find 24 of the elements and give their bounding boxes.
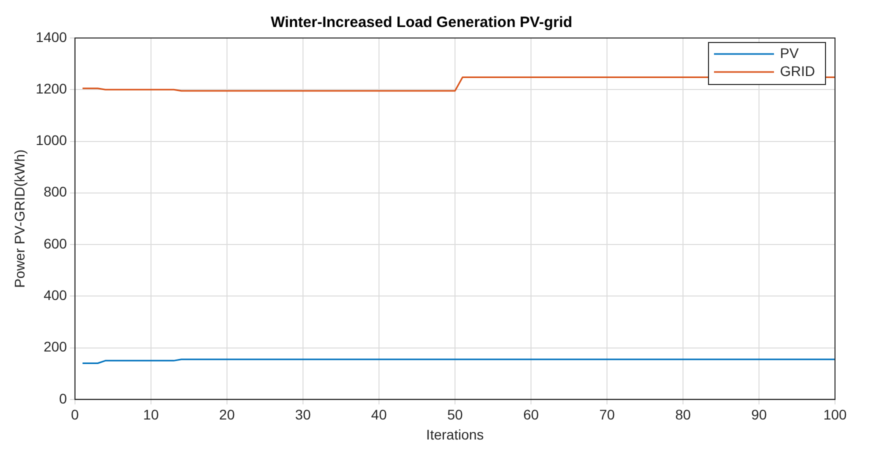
x-tick-label: 90 bbox=[751, 406, 767, 423]
x-tick-label: 0 bbox=[71, 406, 80, 423]
y-tick-label: 200 bbox=[44, 338, 68, 355]
x-axis-title: Iterations bbox=[426, 426, 484, 442]
legend-label: PV bbox=[780, 44, 800, 61]
y-tick-label: 600 bbox=[44, 235, 68, 252]
y-tick-label: 400 bbox=[44, 287, 68, 303]
y-tick-label: 1000 bbox=[36, 132, 68, 148]
x-tick-label: 70 bbox=[599, 406, 615, 423]
x-tick-label: 100 bbox=[823, 406, 847, 423]
x-tick-label: 30 bbox=[295, 406, 311, 423]
x-tick-label: 20 bbox=[219, 406, 235, 423]
y-tick-label: 0 bbox=[59, 390, 68, 406]
legend-label: GRID bbox=[780, 62, 815, 79]
y-tick-label: 800 bbox=[44, 184, 68, 200]
x-tick-label: 50 bbox=[447, 406, 463, 423]
x-tick-label: 80 bbox=[675, 406, 691, 423]
y-axis-title: Power PV-GRID(kWh) bbox=[11, 149, 28, 288]
chart-title: Winter-Increased Load Generation PV-grid bbox=[270, 14, 572, 32]
x-tick-label: 40 bbox=[371, 406, 387, 423]
x-tick-label: 10 bbox=[143, 406, 159, 423]
x-tick-label: 60 bbox=[523, 406, 539, 423]
y-tick-label: 1200 bbox=[36, 80, 68, 96]
y-tick-label: 1400 bbox=[36, 28, 68, 45]
